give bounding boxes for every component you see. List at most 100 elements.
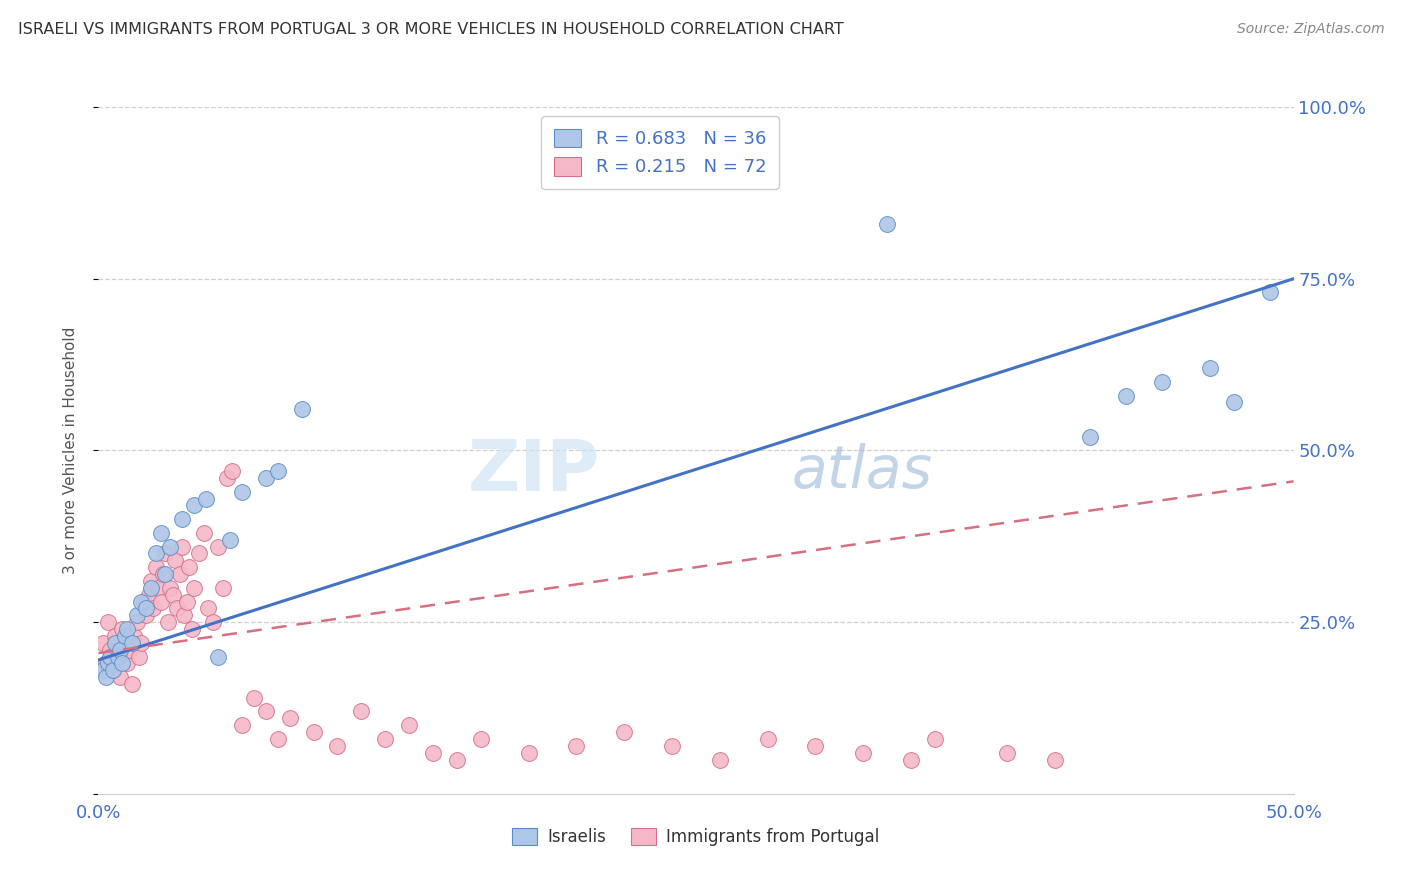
Point bbox=[91, 663, 114, 677]
Point bbox=[114, 636, 136, 650]
Point bbox=[302, 725, 325, 739]
Text: ZIP: ZIP bbox=[468, 436, 600, 506]
Point bbox=[709, 753, 731, 767]
Point bbox=[254, 471, 277, 485]
Legend: Israelis, Immigrants from Portugal: Israelis, Immigrants from Portugal bbox=[505, 820, 887, 855]
Point bbox=[135, 608, 157, 623]
Point bbox=[1115, 388, 1137, 402]
Point bbox=[243, 690, 266, 705]
Point bbox=[183, 581, 205, 595]
Point bbox=[173, 608, 195, 623]
Point bbox=[97, 615, 120, 630]
Point bbox=[254, 705, 277, 719]
Point bbox=[107, 649, 129, 664]
Point bbox=[756, 731, 779, 746]
Point bbox=[219, 533, 242, 547]
Point bbox=[995, 746, 1018, 760]
Point bbox=[91, 636, 114, 650]
Text: ISRAELI VS IMMIGRANTS FROM PORTUGAL 3 OR MORE VEHICLES IN HOUSEHOLD CORRELATION : ISRAELI VS IMMIGRANTS FROM PORTUGAL 3 OR… bbox=[18, 22, 844, 37]
Point bbox=[94, 670, 117, 684]
Point bbox=[97, 657, 120, 671]
Point bbox=[162, 588, 184, 602]
Point bbox=[350, 705, 373, 719]
Point bbox=[159, 581, 181, 595]
Point bbox=[152, 567, 174, 582]
Point bbox=[114, 629, 136, 643]
Point bbox=[104, 629, 127, 643]
Point bbox=[159, 540, 181, 554]
Point bbox=[108, 642, 131, 657]
Point bbox=[661, 739, 683, 753]
Point bbox=[115, 657, 138, 671]
Point bbox=[183, 499, 205, 513]
Point bbox=[118, 642, 141, 657]
Point bbox=[517, 746, 540, 760]
Point bbox=[195, 491, 218, 506]
Point bbox=[169, 567, 191, 582]
Point bbox=[207, 649, 229, 664]
Point bbox=[107, 649, 129, 664]
Point bbox=[149, 594, 172, 608]
Point bbox=[326, 739, 349, 753]
Point bbox=[125, 608, 148, 623]
Point bbox=[565, 739, 588, 753]
Point bbox=[121, 677, 143, 691]
Point bbox=[148, 581, 170, 595]
Point bbox=[176, 594, 198, 608]
Point bbox=[231, 718, 253, 732]
Point bbox=[132, 594, 155, 608]
Point bbox=[470, 731, 492, 746]
Point bbox=[101, 663, 124, 677]
Point bbox=[1258, 285, 1281, 300]
Point bbox=[115, 622, 138, 636]
Point bbox=[163, 553, 186, 567]
Point bbox=[145, 560, 167, 574]
Point bbox=[131, 594, 153, 608]
Point bbox=[217, 471, 239, 485]
Point bbox=[446, 753, 468, 767]
Point bbox=[128, 649, 150, 664]
Point bbox=[155, 567, 177, 582]
Point bbox=[221, 464, 243, 478]
Point bbox=[139, 574, 162, 588]
Point bbox=[231, 484, 253, 499]
Point bbox=[374, 731, 396, 746]
Point bbox=[398, 718, 420, 732]
Point bbox=[138, 588, 160, 602]
Point bbox=[124, 629, 146, 643]
Point bbox=[1223, 395, 1246, 409]
Point bbox=[197, 601, 219, 615]
Point bbox=[155, 546, 177, 561]
Point bbox=[101, 663, 124, 677]
Point bbox=[125, 615, 148, 630]
Point bbox=[900, 753, 922, 767]
Point bbox=[804, 739, 827, 753]
Point bbox=[291, 402, 314, 417]
Point bbox=[166, 601, 188, 615]
Point bbox=[121, 636, 143, 650]
Point bbox=[267, 731, 290, 746]
Point bbox=[94, 657, 117, 671]
Point bbox=[111, 622, 134, 636]
Point bbox=[172, 512, 194, 526]
Point bbox=[422, 746, 444, 760]
Point bbox=[852, 746, 875, 760]
Point bbox=[1199, 361, 1222, 376]
Point bbox=[142, 601, 165, 615]
Point bbox=[135, 601, 157, 615]
Y-axis label: 3 or more Vehicles in Household: 3 or more Vehicles in Household bbox=[63, 326, 77, 574]
Point bbox=[145, 546, 167, 561]
Point bbox=[1152, 375, 1174, 389]
Point bbox=[207, 540, 229, 554]
Point bbox=[202, 615, 225, 630]
Point bbox=[1043, 753, 1066, 767]
Point bbox=[876, 217, 898, 231]
Text: atlas: atlas bbox=[792, 442, 932, 500]
Point bbox=[180, 622, 202, 636]
Point bbox=[131, 636, 153, 650]
Point bbox=[98, 649, 122, 664]
Point bbox=[98, 642, 122, 657]
Point bbox=[149, 525, 172, 540]
Point bbox=[187, 546, 209, 561]
Point bbox=[613, 725, 636, 739]
